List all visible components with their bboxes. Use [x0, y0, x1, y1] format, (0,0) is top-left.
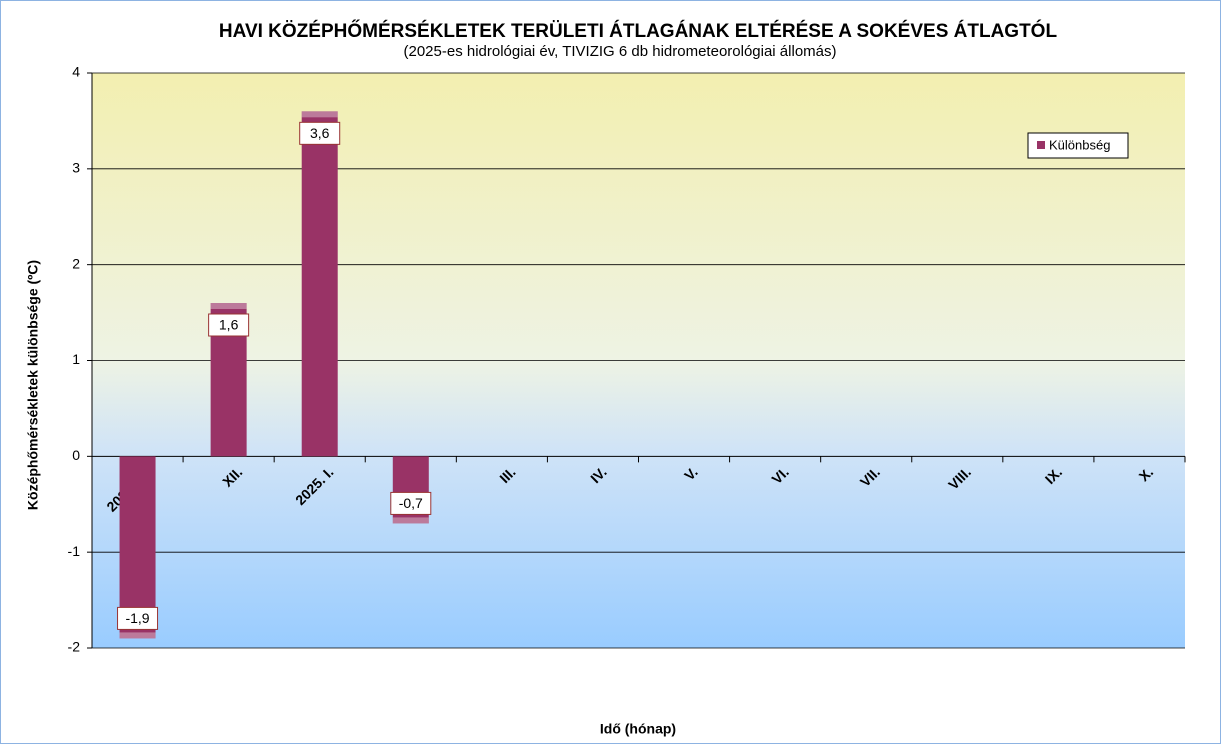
- bar-shadow: [301, 111, 338, 118]
- y-tick-label: 1: [72, 351, 80, 367]
- data-label-box: [390, 491, 432, 515]
- bar-shadow: [210, 303, 247, 309]
- chart-subtitle: (2025-es hidrológiai év, TIVIZIG 6 db hi…: [404, 43, 837, 60]
- chart-title: HAVI KÖZÉPHŐMÉRSÉKLETEK TERÜLETI ÁTLAGÁN…: [219, 20, 1058, 42]
- bar-shadow: [392, 517, 429, 524]
- data-label: 3,6: [310, 125, 330, 141]
- bar-shadow: [119, 632, 156, 639]
- legend-swatch: [1037, 141, 1045, 149]
- y-tick-label: 3: [72, 160, 80, 176]
- bar: [301, 111, 338, 457]
- data-label: 1,6: [219, 317, 239, 333]
- y-tick-label: 4: [72, 64, 80, 80]
- y-tick-label: -2: [68, 639, 81, 655]
- data-label-box: [299, 121, 341, 145]
- data-label-box: [208, 313, 250, 337]
- y-tick-label: 0: [72, 447, 80, 463]
- data-label-box: [117, 606, 159, 630]
- data-label: -1,9: [125, 610, 149, 626]
- y-tick-label: 2: [72, 255, 80, 271]
- y-axis-title: Középhőmérsékletek különbsége (ºC): [25, 260, 41, 510]
- data-label: -0,7: [399, 495, 423, 511]
- x-axis-title: Idő (hónap): [600, 721, 676, 737]
- legend-label: Különbség: [1049, 137, 1110, 152]
- y-tick-label: -1: [68, 543, 81, 559]
